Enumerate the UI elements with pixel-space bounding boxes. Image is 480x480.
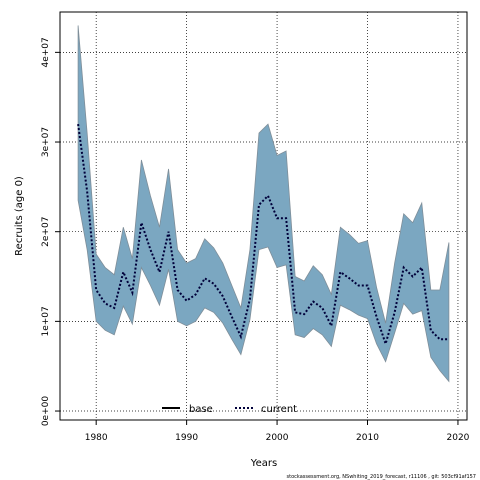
series-lines bbox=[77, 123, 449, 348]
series-line-current bbox=[77, 123, 449, 348]
footer-text: stockassessment.org, NSwhiting_2019_fore… bbox=[287, 474, 476, 480]
legend-base-label: base bbox=[189, 404, 213, 415]
legend-current-label: current bbox=[261, 404, 297, 415]
y-tick-label: 0e+00 bbox=[41, 396, 51, 427]
y-tick-label: 1e+07 bbox=[41, 306, 51, 336]
x-axis-title: Years bbox=[250, 458, 277, 469]
y-tick-label: 2e+07 bbox=[41, 217, 51, 247]
legend: base current bbox=[162, 404, 297, 415]
x-tick-label: 2010 bbox=[356, 433, 379, 443]
x-tick-label: 1980 bbox=[85, 433, 108, 443]
confidence-band bbox=[77, 25, 450, 383]
y-tick-label: 3e+07 bbox=[41, 127, 51, 157]
y-tick-label: 4e+07 bbox=[41, 37, 51, 67]
x-tick-label: 2000 bbox=[266, 433, 289, 443]
axis-ticks: 1980 1990 2000 2010 2020 0e+00 1e+07 2e+07 3e+07… bbox=[41, 37, 470, 443]
confidence-band-area bbox=[77, 25, 450, 383]
x-tick-label: 1990 bbox=[175, 433, 198, 443]
x-tick-label: 2020 bbox=[447, 433, 470, 443]
plot-frame bbox=[59, 11, 468, 421]
y-axis-title: Recruits (age 0) bbox=[14, 176, 25, 256]
